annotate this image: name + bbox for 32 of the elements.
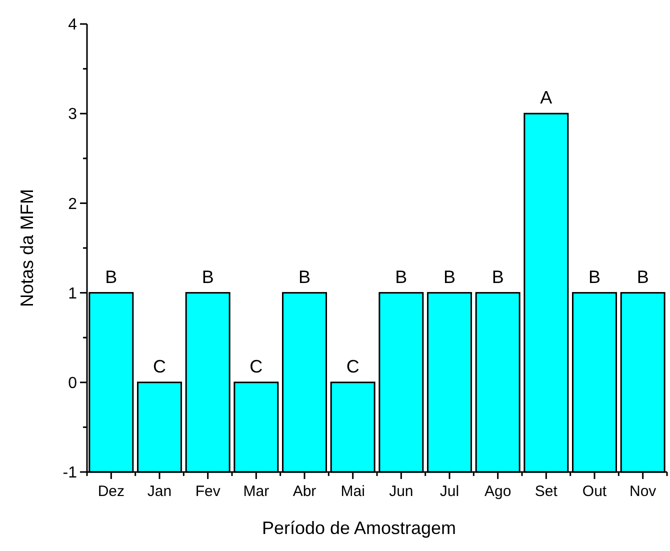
y-tick-label: 3 [68, 106, 78, 124]
annotation: B [443, 266, 456, 287]
y-tick-label: 4 [68, 16, 78, 34]
x-tick-label: Ago [484, 483, 512, 500]
x-tick-label: Fev [195, 483, 221, 500]
annotation: B [298, 266, 311, 287]
x-tick-label: Jul [440, 483, 460, 500]
annotation: C [153, 356, 166, 376]
annotation: A [540, 88, 552, 108]
annotation: B [588, 266, 601, 287]
x-tick-label: Nov [629, 483, 657, 500]
y-tick-label: 1 [68, 285, 78, 302]
x-tick-label: Mai [340, 483, 365, 500]
x-tick-label: Mar [243, 483, 270, 500]
annotation: B [636, 266, 649, 287]
x-tick-label: Set [534, 483, 558, 500]
y-tick-label: 2 [68, 196, 78, 213]
annotation: B [105, 266, 118, 287]
x-tick-label: Dez [98, 483, 125, 500]
x-axis-title: Período de Amostragem [262, 518, 456, 538]
x-tick-label: Out [582, 483, 608, 500]
x-tick-label: Jun [389, 483, 414, 500]
annotation: B [202, 266, 214, 287]
annotation: C [346, 356, 360, 376]
annotation: C [250, 356, 263, 376]
y-tick-label: -1 [62, 464, 78, 482]
x-tick-label: Abr [292, 483, 316, 500]
x-tick-label: Jan [147, 483, 172, 500]
y-axis-title: Notas da MFM [17, 188, 37, 308]
y-tick-label: 0 [68, 375, 78, 392]
annotation: B [492, 266, 504, 287]
annotation: B [395, 266, 408, 287]
